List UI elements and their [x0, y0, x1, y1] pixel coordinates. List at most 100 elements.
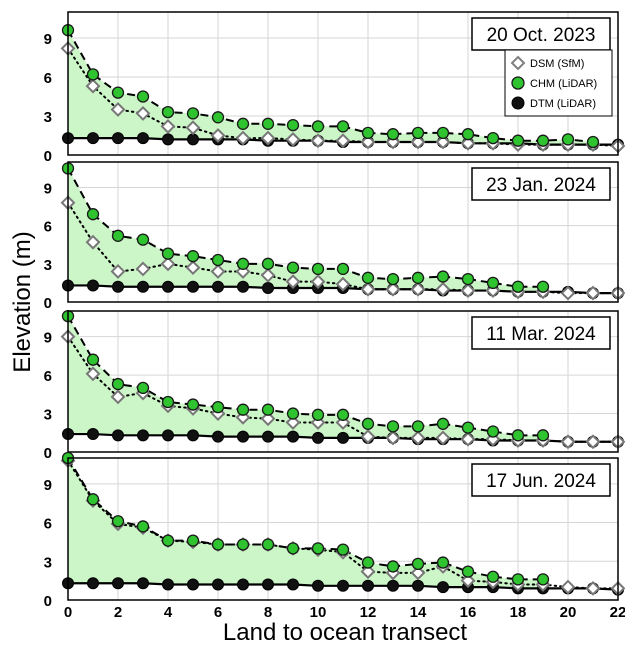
chm-point	[511, 573, 525, 586]
chm-point	[286, 118, 300, 132]
chm-point	[111, 377, 125, 391]
chm-point	[86, 493, 100, 506]
chm-dtm-fill	[68, 30, 593, 145]
chm-point	[386, 128, 400, 141]
dsm-point	[310, 415, 326, 430]
chm-point	[286, 261, 300, 274]
chm-point	[261, 538, 275, 551]
chm-point	[161, 105, 175, 119]
chm-point	[411, 271, 425, 284]
dtm-point	[137, 280, 149, 293]
dsm-point	[410, 281, 426, 297]
chm-point	[261, 257, 275, 270]
y-tick-label: 6	[44, 516, 52, 533]
chm-point	[111, 229, 125, 242]
dsm-point	[135, 105, 151, 121]
chm-point	[511, 134, 525, 147]
date-label: 17 Jun. 2024	[486, 471, 596, 492]
legend-chm-marker	[511, 76, 525, 90]
dsm-point	[260, 411, 276, 427]
dsm-point	[210, 128, 226, 143]
panels: 0 3 6 9 20 Oct. 2023 0 3 6 9 23 Jan. 2024 0 3 6 9 11 M…	[44, 11, 625, 621]
chm-point	[311, 408, 325, 421]
y-tick-label: 0	[44, 295, 52, 312]
dtm-point	[187, 133, 199, 146]
panel-2: 0 3 6 9 23 Jan. 2024	[44, 161, 625, 312]
y-tick-label: 0	[44, 148, 52, 165]
y-tick-label: 9	[44, 477, 52, 494]
y-tick-label: 6	[44, 368, 52, 385]
chm-point	[436, 126, 450, 140]
chm-point	[361, 556, 375, 569]
x-tick-label: 6	[214, 604, 222, 621]
panel-frame	[67, 161, 619, 303]
y-tick-label: 3	[44, 407, 52, 424]
date-label-box	[471, 463, 611, 497]
y-axis-title: Elevation (m)	[9, 231, 36, 372]
chm-point	[536, 573, 550, 586]
chm-point	[411, 420, 425, 433]
dsm-point	[585, 580, 601, 596]
dtm-point	[87, 428, 99, 441]
legend-label: DTM (LiDAR)	[530, 98, 596, 110]
dtm-point	[237, 280, 249, 293]
chm-point	[186, 398, 200, 411]
chm-point	[236, 257, 250, 270]
dsm-point	[435, 134, 451, 150]
chm-point	[111, 86, 125, 99]
date-label-box	[471, 316, 611, 350]
chm-point	[586, 135, 600, 149]
chm-point	[411, 557, 425, 571]
dsm-point	[360, 134, 376, 150]
x-tick-label: 2	[114, 604, 122, 621]
chm-point	[336, 408, 350, 421]
chm-point	[86, 353, 100, 366]
dsm-point	[410, 134, 426, 150]
chm-point	[411, 126, 425, 140]
dsm-point	[360, 429, 376, 445]
dtm-point	[362, 579, 374, 592]
dtm-point	[262, 578, 274, 591]
chm-point	[211, 400, 225, 414]
dtm-point	[162, 429, 174, 442]
panel-frame	[67, 11, 619, 156]
y-tick-label: 3	[44, 257, 52, 274]
dsm-point	[585, 434, 601, 450]
chm-point	[386, 272, 400, 286]
dsm-point	[260, 267, 276, 283]
x-tick-label: 8	[264, 604, 272, 621]
chm-point	[211, 538, 225, 551]
y-tick-label: 0	[44, 445, 52, 462]
date-label: 11 Mar. 2024	[486, 324, 596, 345]
dsm-point	[185, 260, 201, 276]
panel-frame	[67, 310, 619, 453]
y-tick-label: 3	[44, 109, 52, 126]
chm-point	[336, 120, 350, 133]
dsm-point	[460, 283, 476, 298]
dsm-point	[160, 256, 176, 272]
dtm-point	[187, 280, 199, 293]
chm-line	[67, 29, 594, 143]
x-tick-label: 10	[310, 604, 327, 621]
chm-point	[436, 556, 450, 569]
dsm-point	[335, 415, 351, 430]
chm-point	[436, 270, 450, 283]
chm-point	[186, 534, 200, 547]
x-tick-label: 12	[360, 604, 377, 621]
dsm-point	[560, 579, 576, 595]
y-tick-label: 0	[44, 593, 52, 610]
chm-point	[161, 247, 175, 260]
chm-point	[211, 253, 225, 267]
dtm-point	[112, 280, 124, 293]
dtm-point	[237, 578, 249, 591]
x-tick-label: 4	[164, 604, 173, 621]
y-tick-label: 6	[44, 70, 52, 87]
chm-point	[261, 117, 275, 130]
dtm-point	[187, 578, 199, 591]
legend: DSM (SfM) CHM (LiDAR) DTM (LiDAR)	[504, 49, 613, 117]
chm-point	[86, 68, 100, 81]
chm-point	[461, 272, 475, 286]
date-label-box	[471, 17, 611, 51]
dtm-point	[262, 430, 274, 443]
dtm-point	[412, 579, 424, 592]
